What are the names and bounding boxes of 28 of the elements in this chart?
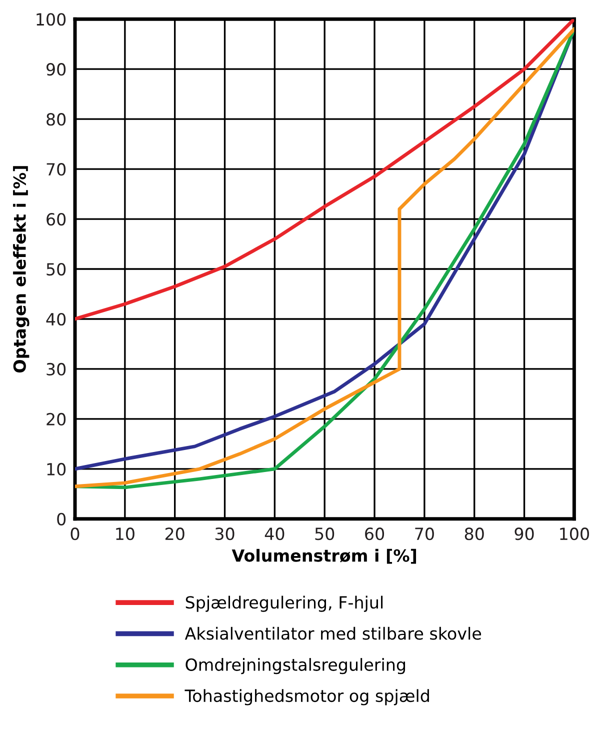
legend-label: Aksialventilator med stilbare skovle — [184, 626, 482, 640]
x-tick-label: 0 — [70, 528, 80, 540]
x-tick-label: 90 — [514, 528, 534, 540]
x-tick-label: 80 — [464, 528, 484, 540]
x-tick-label: 20 — [165, 528, 184, 540]
y-tick-label: 30 — [46, 362, 66, 376]
y-tick-label: 10 — [47, 462, 66, 476]
y-tick-label: 40 — [46, 312, 66, 326]
legend-label: Omdrejningstalsregulering — [186, 658, 406, 674]
x-tick-label: 70 — [415, 528, 434, 540]
y-tick-label: 20 — [46, 412, 66, 426]
y-tick-label: 70 — [46, 163, 66, 176]
y-tick-label: 90 — [46, 63, 66, 76]
legend-label: Spjældregulering, F-hjul — [186, 596, 383, 612]
y-axis-title: Optagen eleffekt i [%] — [13, 166, 30, 372]
y-tick-label: 60 — [46, 212, 66, 226]
x-tick-label: 50 — [315, 528, 334, 540]
x-tick-label: 40 — [264, 528, 284, 540]
y-tick-label: 0 — [57, 512, 66, 526]
legend-label: Tohastighedsmotor og spjæld — [184, 689, 429, 706]
y-tick-label: 80 — [46, 113, 66, 126]
x-axis-title: Volumenstrøm i [%] — [232, 548, 416, 564]
y-tick-label: 100 — [36, 13, 66, 26]
x-tick-label: 100 — [560, 528, 589, 540]
x-tick-label: 60 — [365, 528, 384, 540]
x-tick-label: 30 — [215, 528, 234, 540]
x-tick-label: 10 — [116, 528, 134, 540]
y-tick-label: 50 — [46, 262, 66, 276]
